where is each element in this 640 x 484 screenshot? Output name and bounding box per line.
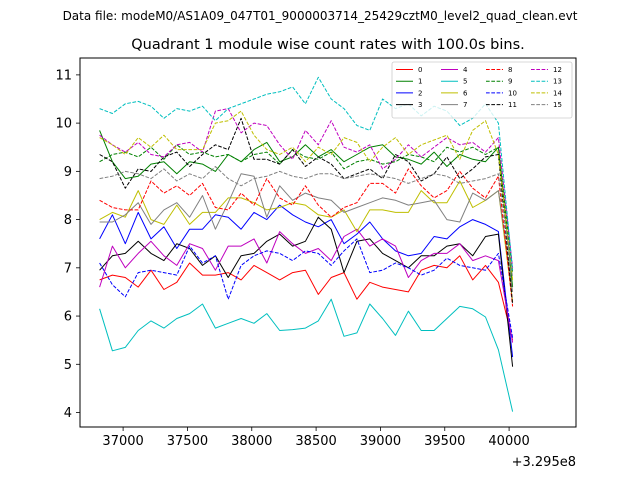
x-tick-label: 37500: [167, 434, 208, 449]
x-tick-label: 40000: [488, 434, 529, 449]
x-tick-label: 39500: [424, 434, 465, 449]
legend-label-4: 4: [463, 66, 468, 74]
series-line-8: [99, 168, 514, 307]
series-line-4: [99, 228, 514, 343]
legend-label-7: 7: [463, 101, 467, 109]
chart-title: Quadrant 1 module wise count rates with …: [131, 37, 525, 53]
legend-label-3: 3: [418, 101, 422, 109]
series-line-5: [99, 298, 514, 412]
series-line-9: [99, 144, 514, 273]
series-line-14: [99, 110, 514, 280]
x-tick-label: 38500: [295, 434, 336, 449]
series-line-11: [99, 117, 514, 305]
y-tick-label: 6: [64, 310, 72, 325]
y-tick-label: 8: [64, 213, 72, 228]
legend-label-2: 2: [418, 89, 422, 97]
series-line-1: [99, 130, 514, 288]
legend-label-0: 0: [418, 66, 422, 74]
legend-label-15: 15: [553, 101, 562, 109]
legend-label-11: 11: [508, 101, 517, 109]
series-line-2: [99, 204, 514, 358]
legend-label-13: 13: [553, 78, 562, 86]
axes-layer: 37000 37500 38000 38500 39000 39500 40000 4 5 6 7 8…: [55, 68, 529, 449]
series-line-3: [99, 216, 514, 367]
y-tick-label: 5: [64, 358, 72, 373]
series-line-6: [99, 180, 514, 302]
legend-label-14: 14: [553, 89, 562, 97]
y-tick-label: 7: [64, 261, 72, 276]
legend-label-12: 12: [553, 66, 562, 74]
x-tick-label: 38000: [231, 434, 272, 449]
plot-frame: [79, 57, 577, 428]
figure-suptitle: Data file: modeM0/AS1A09_047T01_90000037…: [63, 9, 578, 23]
x-axis-offset-label: +3.295e8: [512, 455, 576, 470]
series-line-7: [99, 173, 514, 292]
series-layer: [99, 76, 514, 412]
series-line-15: [99, 166, 514, 278]
legend-label-5: 5: [463, 78, 467, 86]
legend-label-8: 8: [508, 66, 512, 74]
y-tick-label: 10: [55, 117, 72, 132]
series-line-0: [99, 255, 514, 341]
legend-label-1: 1: [418, 78, 422, 86]
x-tick-label: 37000: [102, 434, 143, 449]
series-line-10: [99, 238, 514, 338]
legend-label-6: 6: [463, 89, 468, 97]
legend-label-9: 9: [508, 78, 512, 86]
plot-area: [80, 58, 576, 427]
y-tick-label: 11: [55, 68, 72, 83]
y-tick-label: 9: [64, 165, 72, 180]
x-tick-label: 39000: [360, 434, 401, 449]
legend-box: [391, 61, 573, 119]
y-tick-label: 4: [64, 406, 72, 421]
legend-label-10: 10: [508, 89, 517, 97]
